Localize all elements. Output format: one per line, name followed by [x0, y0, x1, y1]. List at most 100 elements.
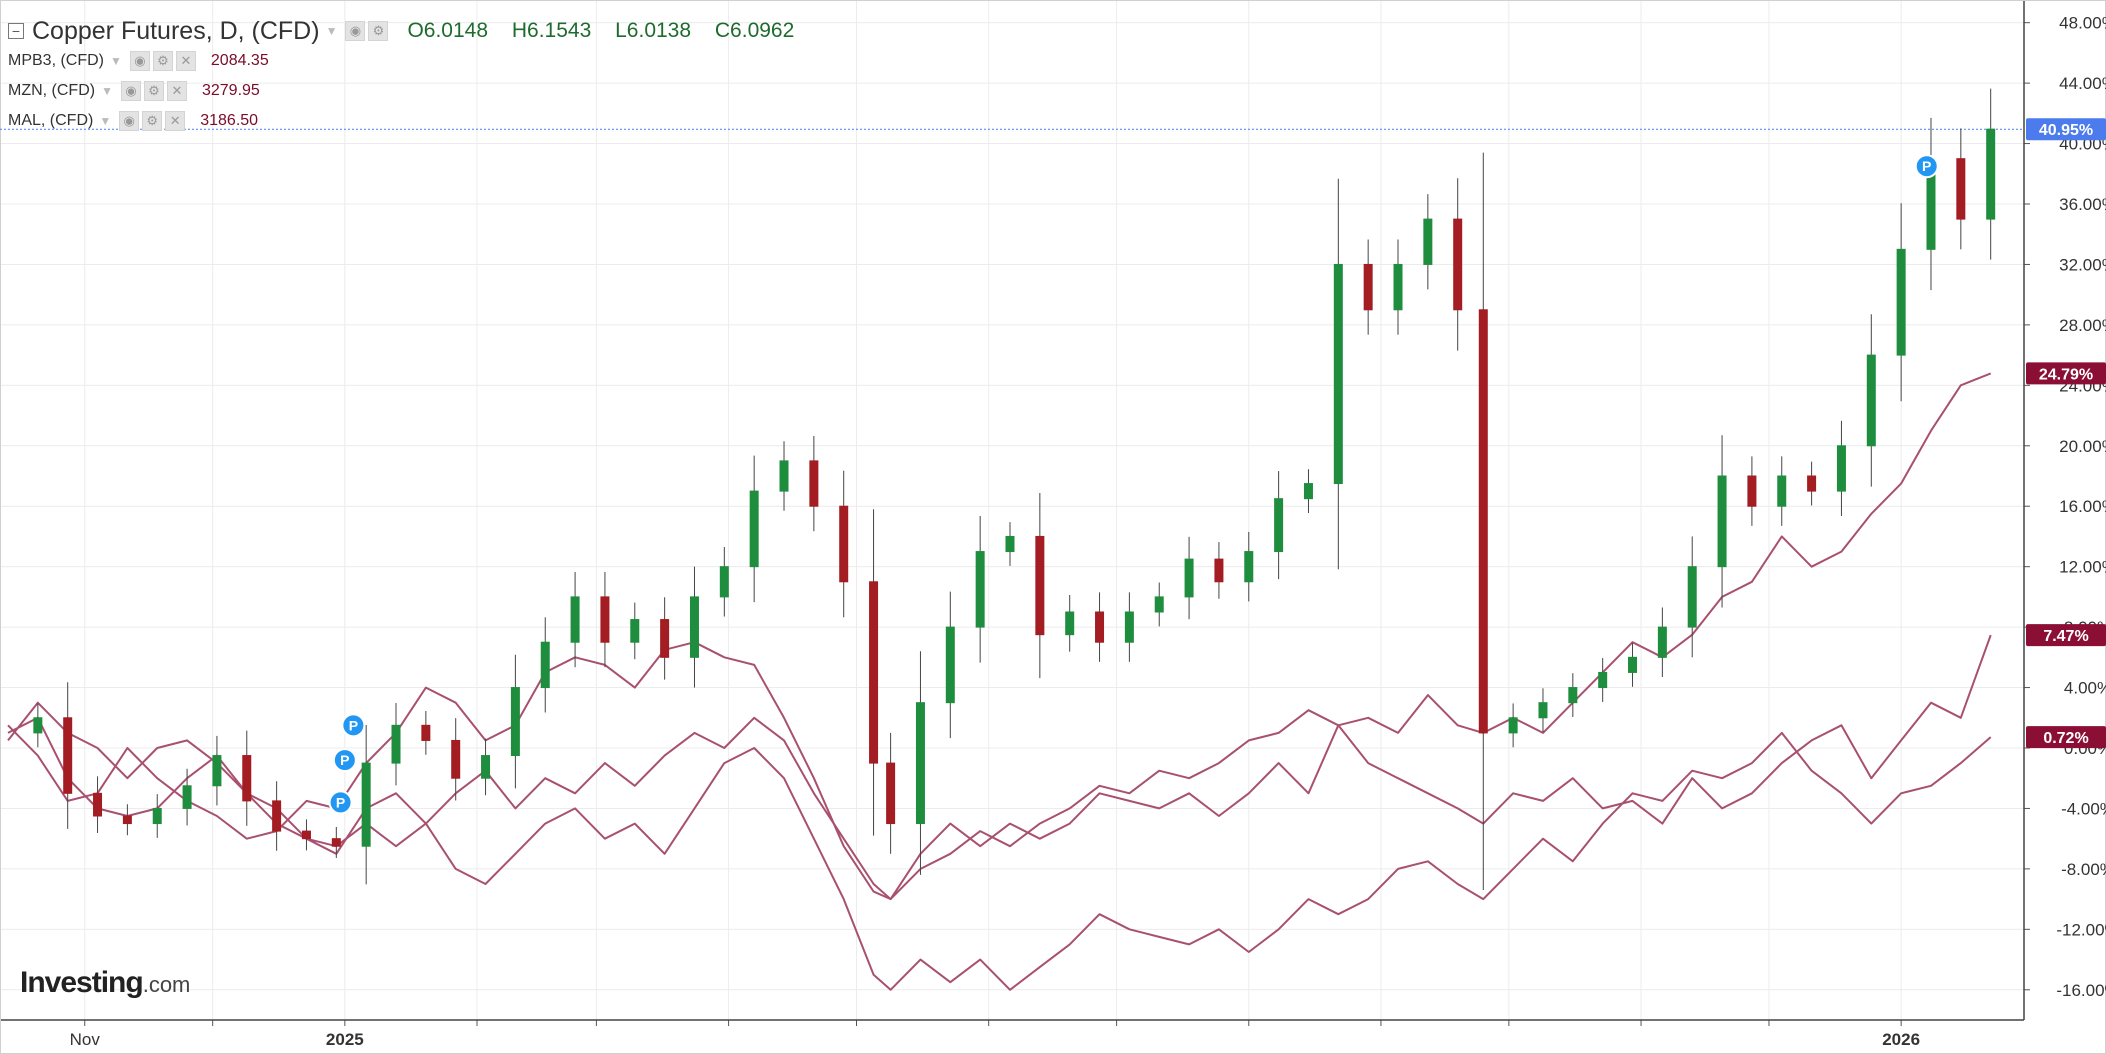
- chevron-down-icon[interactable]: ▼: [110, 54, 122, 68]
- visibility-eye-icon[interactable]: ◉: [120, 81, 141, 101]
- candle-body[interactable]: [122, 815, 132, 825]
- event-marker[interactable]: [1914, 154, 1939, 179]
- compare-symbol-label[interactable]: MPB3, (CFD): [8, 52, 104, 69]
- candle-body[interactable]: [1363, 263, 1373, 311]
- candle-body[interactable]: [272, 800, 282, 832]
- candle-body[interactable]: [1154, 596, 1164, 613]
- x-tick-label: 2025: [326, 1030, 364, 1049]
- candle-body[interactable]: [152, 807, 162, 825]
- candle-body[interactable]: [1244, 551, 1254, 583]
- visibility-eye-icon[interactable]: ◉: [119, 111, 140, 131]
- candle-body[interactable]: [1453, 218, 1463, 311]
- visibility-eye-icon[interactable]: ◉: [345, 21, 366, 41]
- candle-body[interactable]: [630, 619, 640, 643]
- chevron-down-icon[interactable]: ▼: [99, 114, 112, 128]
- candle-body[interactable]: [1005, 535, 1015, 553]
- candle-body[interactable]: [93, 792, 103, 817]
- candle-body[interactable]: [1184, 558, 1194, 598]
- candle-body[interactable]: [481, 755, 491, 779]
- gear-icon[interactable]: ⚙: [368, 21, 389, 41]
- event-marker-label: P: [336, 794, 345, 810]
- event-marker[interactable]: [328, 790, 353, 815]
- gear-icon[interactable]: ⚙: [143, 81, 164, 101]
- candle-body[interactable]: [421, 724, 431, 741]
- candle-body[interactable]: [1598, 671, 1608, 689]
- candle-body[interactable]: [1717, 475, 1727, 568]
- candle-body[interactable]: [1956, 158, 1966, 220]
- candle-body[interactable]: [809, 460, 819, 507]
- candle-body[interactable]: [839, 505, 849, 583]
- candle-body[interactable]: [1538, 702, 1548, 719]
- candle-body[interactable]: [1807, 475, 1817, 492]
- candle-body[interactable]: [1423, 218, 1433, 265]
- candle-body[interactable]: [886, 762, 896, 825]
- candle-body[interactable]: [1657, 626, 1667, 658]
- candle-body[interactable]: [1628, 656, 1638, 673]
- series-line-mpb3[interactable]: [7, 716, 1992, 991]
- candle-body[interactable]: [182, 785, 192, 809]
- candle-body[interactable]: [1065, 611, 1075, 636]
- candle-body[interactable]: [1508, 717, 1518, 734]
- candle-body[interactable]: [63, 717, 73, 794]
- compare-symbol-label[interactable]: MAL, (CFD): [8, 112, 94, 129]
- candle-body[interactable]: [1333, 263, 1343, 485]
- candle-body[interactable]: [1687, 566, 1697, 628]
- grid-lines: [0, 0, 2024, 1020]
- candle-body[interactable]: [1777, 475, 1787, 507]
- gear-icon[interactable]: ⚙: [152, 51, 173, 71]
- chevron-down-icon[interactable]: ▼: [325, 24, 338, 38]
- candle-body[interactable]: [1274, 498, 1284, 553]
- candle-body[interactable]: [1747, 475, 1757, 507]
- chevron-down-icon[interactable]: ▼: [101, 84, 113, 98]
- collapse-legend-button[interactable]: −: [8, 23, 24, 39]
- candle-body[interactable]: [1568, 687, 1578, 704]
- series-line-mzn[interactable]: [7, 634, 1992, 901]
- candle-body[interactable]: [1214, 558, 1224, 583]
- candle-body[interactable]: [1303, 483, 1313, 500]
- candle-body[interactable]: [975, 551, 985, 628]
- candle-body[interactable]: [242, 755, 252, 802]
- candle-body[interactable]: [869, 581, 879, 764]
- candle-body[interactable]: [570, 596, 580, 643]
- compare-symbol-label[interactable]: MZN, (CFD): [8, 82, 96, 99]
- candle-body[interactable]: [391, 724, 401, 764]
- investing-logo: Investing.com: [20, 966, 190, 1000]
- candle-body[interactable]: [1124, 611, 1134, 643]
- candle-body[interactable]: [1035, 535, 1045, 636]
- candle-body[interactable]: [33, 717, 43, 734]
- candle-body[interactable]: [945, 626, 955, 704]
- candle-body[interactable]: [1095, 611, 1105, 643]
- candle-body[interactable]: [301, 830, 311, 840]
- candle-body[interactable]: [1478, 309, 1488, 734]
- x-axis-labels: Nov 2025 2026: [70, 1030, 1920, 1049]
- candle-body[interactable]: [510, 687, 520, 757]
- event-marker[interactable]: [341, 713, 366, 738]
- gear-icon[interactable]: ⚙: [142, 111, 163, 131]
- candle-body[interactable]: [361, 762, 371, 847]
- candle-body[interactable]: [915, 702, 925, 825]
- legend-compare-row-mzn: MZN, (CFD) ▼ ◉ ⚙ ✕ 3279.95: [8, 76, 812, 106]
- candle-body[interactable]: [1896, 248, 1906, 356]
- candle-body[interactable]: [1986, 128, 1996, 220]
- candle-body[interactable]: [1866, 354, 1876, 447]
- candle-body[interactable]: [212, 755, 222, 787]
- close-icon[interactable]: ✕: [165, 111, 186, 131]
- candle-body[interactable]: [600, 596, 610, 643]
- candle-body[interactable]: [1393, 263, 1403, 311]
- candle-body[interactable]: [749, 490, 759, 568]
- main-symbol-label[interactable]: Copper Futures, D, (CFD): [32, 16, 320, 45]
- candle-body[interactable]: [331, 838, 341, 847]
- close-icon[interactable]: ✕: [175, 51, 196, 71]
- visibility-eye-icon[interactable]: ◉: [129, 51, 150, 71]
- candle-body[interactable]: [719, 566, 729, 598]
- candle-body[interactable]: [1836, 445, 1846, 492]
- close-icon[interactable]: ✕: [166, 81, 187, 101]
- candle-body[interactable]: [451, 739, 461, 779]
- candle-body[interactable]: [660, 619, 670, 658]
- candle-body[interactable]: [779, 460, 789, 492]
- event-marker[interactable]: [332, 748, 357, 773]
- candle-body[interactable]: [540, 641, 550, 689]
- candle-body[interactable]: [689, 596, 699, 658]
